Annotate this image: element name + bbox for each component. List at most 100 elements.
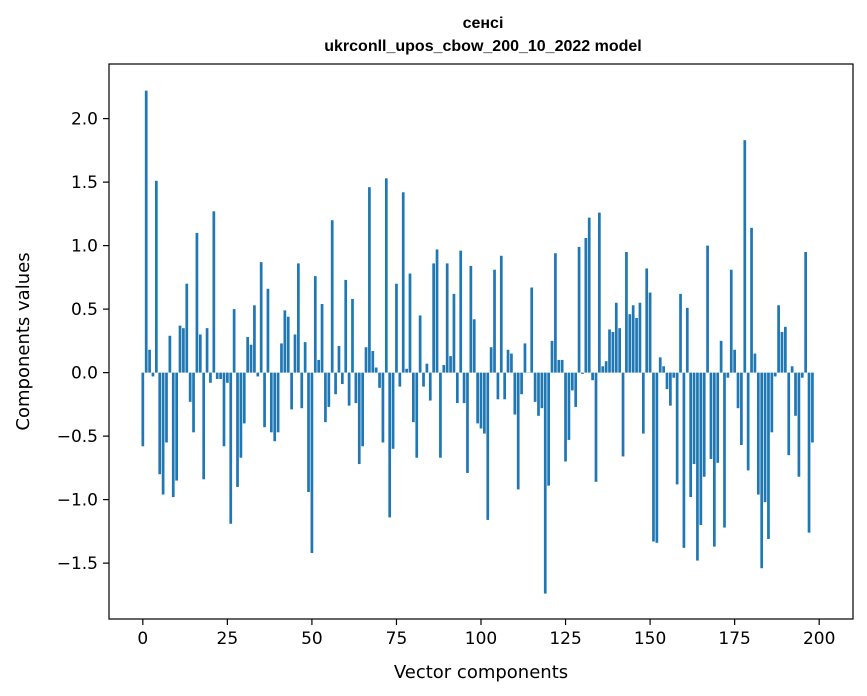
bar-67 bbox=[368, 187, 371, 373]
bar-138 bbox=[608, 329, 611, 373]
bar-193 bbox=[794, 372, 797, 416]
bar-86 bbox=[432, 263, 436, 373]
bar-74 bbox=[391, 372, 395, 449]
bar-175 bbox=[733, 349, 736, 373]
plot-frame bbox=[108, 63, 854, 620]
bar-34 bbox=[256, 372, 260, 377]
bar-176 bbox=[736, 372, 740, 409]
bar-52 bbox=[317, 359, 321, 373]
bar-198 bbox=[811, 372, 814, 443]
bar-157 bbox=[672, 372, 676, 378]
y-tick-label-4: 0.5 bbox=[71, 300, 98, 320]
bar-106 bbox=[499, 255, 503, 373]
bar-63 bbox=[354, 372, 358, 404]
x-tick-label-125: 125 bbox=[549, 629, 581, 649]
bar-65 bbox=[361, 372, 364, 447]
bar-137 bbox=[604, 361, 608, 373]
bar-166 bbox=[702, 372, 706, 477]
bar-124 bbox=[560, 359, 564, 373]
bar-95 bbox=[462, 372, 466, 404]
bar-163 bbox=[692, 372, 696, 465]
bar-149 bbox=[645, 268, 649, 373]
bar-72 bbox=[384, 178, 388, 373]
bar-76 bbox=[398, 372, 402, 387]
bar-108 bbox=[506, 349, 510, 373]
bar-1 bbox=[144, 90, 148, 373]
bar-4 bbox=[154, 180, 158, 373]
bar-151 bbox=[652, 372, 655, 542]
y-tick-label-5: 1.0 bbox=[71, 237, 98, 257]
bar-79 bbox=[408, 273, 412, 373]
bar-134 bbox=[594, 372, 598, 482]
bar-75 bbox=[395, 283, 398, 373]
bar-196 bbox=[804, 251, 808, 373]
bar-107 bbox=[503, 372, 507, 400]
bar-25 bbox=[226, 372, 229, 383]
bar-8 bbox=[168, 335, 172, 373]
bar-68 bbox=[371, 351, 375, 373]
bar-118 bbox=[540, 372, 544, 409]
bar-66 bbox=[364, 347, 368, 373]
bar-164 bbox=[696, 372, 699, 561]
bars-group bbox=[141, 90, 814, 594]
bar-27 bbox=[232, 309, 236, 373]
y-tick-label-3: 0.0 bbox=[71, 364, 98, 384]
bar-3 bbox=[151, 372, 155, 377]
bar-116 bbox=[533, 372, 537, 402]
bar-57 bbox=[334, 372, 337, 395]
bar-35 bbox=[259, 262, 263, 373]
bar-185 bbox=[767, 372, 770, 539]
bar-64 bbox=[357, 372, 361, 465]
bar-96 bbox=[466, 372, 469, 473]
bar-44 bbox=[290, 372, 293, 410]
y-axis-ticks: −1.5 −1.0 −0.5 0.0 0.5 1.0 1.5 2.0 bbox=[57, 110, 109, 574]
bar-123 bbox=[557, 359, 561, 373]
bar-140 bbox=[614, 302, 618, 373]
bar-92 bbox=[452, 293, 456, 373]
bar-87 bbox=[435, 249, 439, 373]
bar-120 bbox=[547, 372, 550, 486]
bar-142 bbox=[621, 372, 625, 457]
bar-153 bbox=[658, 357, 662, 373]
bar-33 bbox=[253, 305, 256, 373]
bar-141 bbox=[618, 328, 622, 373]
bar-6 bbox=[161, 372, 165, 495]
chart-subtitle: ukrconll_upos_cbow_200_10_2022 model bbox=[324, 38, 641, 55]
bar-43 bbox=[286, 316, 290, 373]
bar-82 bbox=[418, 315, 422, 373]
bar-23 bbox=[219, 372, 222, 379]
bar-135 bbox=[598, 212, 601, 373]
bar-16 bbox=[195, 232, 199, 373]
x-tick-label-150: 150 bbox=[634, 629, 666, 649]
bar-88 bbox=[439, 372, 442, 458]
bar-139 bbox=[611, 331, 615, 373]
bar-97 bbox=[469, 265, 473, 373]
bar-48 bbox=[303, 342, 307, 373]
bar-28 bbox=[236, 372, 239, 487]
bar-180 bbox=[750, 227, 753, 373]
bar-81 bbox=[415, 372, 419, 458]
bar-179 bbox=[746, 372, 750, 471]
bar-70 bbox=[378, 372, 381, 388]
bar-42 bbox=[283, 310, 287, 373]
bar-111 bbox=[516, 372, 520, 490]
bar-30 bbox=[242, 372, 246, 424]
bar-161 bbox=[685, 307, 689, 373]
bar-60 bbox=[344, 279, 348, 373]
y-tick-label-1: −1.0 bbox=[57, 491, 98, 511]
bar-84 bbox=[425, 363, 429, 373]
x-tick-label-200: 200 bbox=[803, 629, 835, 649]
bar-110 bbox=[513, 372, 517, 415]
bar-58 bbox=[337, 345, 341, 373]
bar-133 bbox=[591, 372, 594, 381]
bar-181 bbox=[753, 353, 757, 373]
bar-128 bbox=[574, 372, 578, 407]
bar-47 bbox=[300, 372, 304, 409]
bar-109 bbox=[510, 353, 513, 373]
bar-91 bbox=[449, 356, 452, 373]
bar-165 bbox=[699, 372, 703, 526]
bar-177 bbox=[740, 372, 743, 446]
bar-89 bbox=[442, 365, 446, 373]
bar-99 bbox=[476, 372, 479, 424]
